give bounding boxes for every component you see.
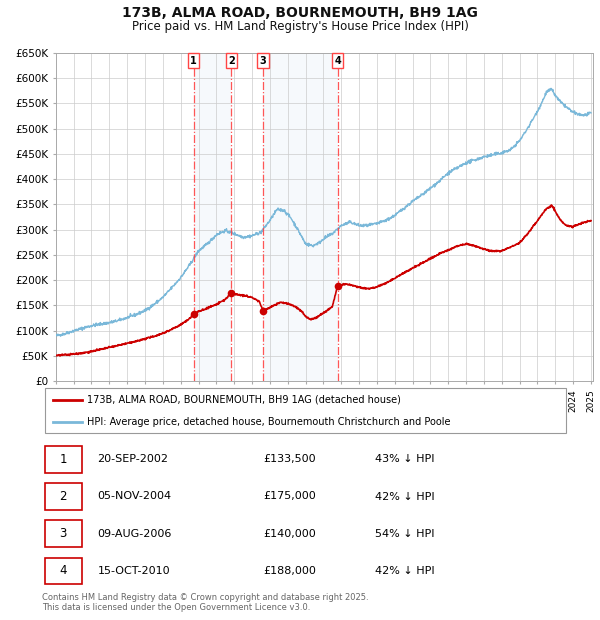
Text: 09-AUG-2006: 09-AUG-2006: [97, 529, 172, 539]
Text: 2: 2: [59, 490, 67, 503]
Text: 42% ↓ HPI: 42% ↓ HPI: [374, 492, 434, 502]
Text: 173B, ALMA ROAD, BOURNEMOUTH, BH9 1AG: 173B, ALMA ROAD, BOURNEMOUTH, BH9 1AG: [122, 6, 478, 20]
FancyBboxPatch shape: [44, 557, 82, 584]
FancyBboxPatch shape: [44, 388, 566, 433]
Bar: [263, 53, 338, 381]
Text: 05-NOV-2004: 05-NOV-2004: [97, 492, 172, 502]
Text: 42% ↓ HPI: 42% ↓ HPI: [374, 566, 434, 576]
Text: Price paid vs. HM Land Registry's House Price Index (HPI): Price paid vs. HM Land Registry's House …: [131, 20, 469, 33]
Text: 4: 4: [334, 56, 341, 66]
Text: 2: 2: [228, 56, 235, 66]
Text: £140,000: £140,000: [264, 529, 317, 539]
Text: Contains HM Land Registry data © Crown copyright and database right 2025.
This d: Contains HM Land Registry data © Crown c…: [42, 593, 368, 612]
Text: 43% ↓ HPI: 43% ↓ HPI: [374, 454, 434, 464]
FancyBboxPatch shape: [44, 520, 82, 547]
Text: 3: 3: [59, 527, 67, 540]
Text: HPI: Average price, detached house, Bournemouth Christchurch and Poole: HPI: Average price, detached house, Bour…: [87, 417, 451, 427]
Text: 173B, ALMA ROAD, BOURNEMOUTH, BH9 1AG (detached house): 173B, ALMA ROAD, BOURNEMOUTH, BH9 1AG (d…: [87, 394, 401, 404]
Text: 3: 3: [260, 56, 266, 66]
Text: 4: 4: [59, 564, 67, 577]
Text: £188,000: £188,000: [264, 566, 317, 576]
Text: 20-SEP-2002: 20-SEP-2002: [97, 454, 169, 464]
Text: £175,000: £175,000: [264, 492, 317, 502]
Text: 54% ↓ HPI: 54% ↓ HPI: [374, 529, 434, 539]
Text: 15-OCT-2010: 15-OCT-2010: [97, 566, 170, 576]
FancyBboxPatch shape: [44, 483, 82, 510]
FancyBboxPatch shape: [44, 446, 82, 472]
Text: 1: 1: [59, 453, 67, 466]
Text: 1: 1: [190, 56, 197, 66]
Text: £133,500: £133,500: [264, 454, 316, 464]
Bar: [194, 53, 232, 381]
